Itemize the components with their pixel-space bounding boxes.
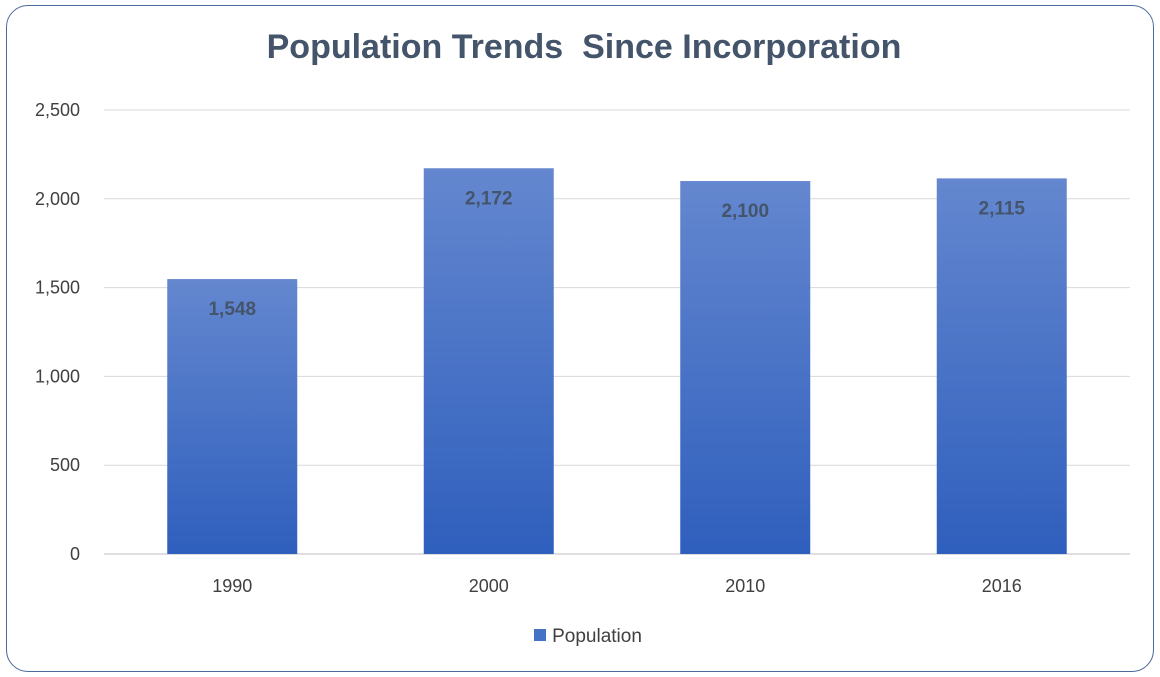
bars	[167, 168, 1067, 555]
y-tick-label: 1,500	[35, 278, 80, 298]
y-tick-label: 500	[50, 455, 80, 475]
y-tick-label: 2,500	[35, 100, 80, 120]
data-label-2000: 2,172	[465, 188, 513, 209]
data-label-2010: 2,100	[721, 201, 769, 222]
bar-2000	[423, 168, 554, 554]
x-axis-tick-labels: 1990 2000 2010 2016	[212, 576, 1022, 596]
legend-label-population: Population	[552, 626, 642, 647]
data-labels: 1,548 2,172 2,100 2,115	[208, 188, 1025, 320]
bar-1990	[167, 279, 298, 554]
y-tick-label: 1,000	[35, 366, 80, 386]
legend: Population	[0, 626, 1160, 648]
legend-swatch	[534, 629, 547, 642]
y-tick-label: 2,000	[35, 189, 80, 209]
data-label-2016: 2,115	[979, 198, 1026, 219]
x-tick-label-2016: 2016	[982, 576, 1022, 596]
y-tick-label: 0	[70, 544, 80, 564]
x-tick-label-2000: 2000	[469, 576, 509, 596]
y-axis-tick-labels: 0 500 1,000 1,500 2,000 2,500	[35, 100, 80, 564]
data-label-1990: 1,548	[208, 299, 256, 320]
x-tick-label-1990: 1990	[212, 576, 252, 596]
chart-title: Population Trends Since Incorporation	[266, 28, 902, 66]
bar-2016	[936, 178, 1067, 554]
x-tick-label-2010: 2010	[725, 576, 765, 596]
bar-2010	[680, 181, 811, 555]
